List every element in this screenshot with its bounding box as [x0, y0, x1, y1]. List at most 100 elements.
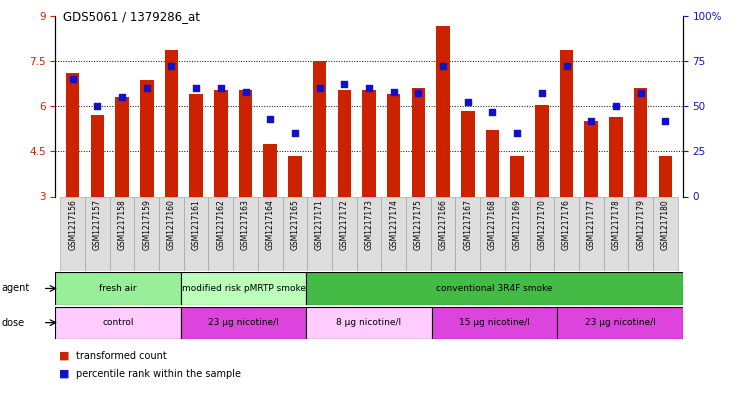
- Bar: [584, 121, 598, 196]
- Point: [141, 85, 153, 91]
- Text: GSM1217168: GSM1217168: [488, 200, 497, 250]
- Bar: [560, 50, 573, 196]
- Bar: [658, 156, 672, 196]
- Text: GSM1217169: GSM1217169: [513, 200, 522, 250]
- Bar: [486, 130, 500, 196]
- Point: [363, 85, 375, 91]
- Text: GSM1217174: GSM1217174: [389, 200, 399, 250]
- Bar: [653, 196, 677, 271]
- Bar: [233, 196, 258, 271]
- Bar: [190, 94, 203, 196]
- Bar: [115, 97, 129, 196]
- Bar: [604, 196, 628, 271]
- Point: [387, 88, 399, 95]
- Text: GSM1217167: GSM1217167: [463, 200, 472, 250]
- Text: GSM1217176: GSM1217176: [562, 200, 571, 250]
- Point: [561, 63, 573, 70]
- Bar: [66, 73, 80, 196]
- Text: GSM1217161: GSM1217161: [192, 200, 201, 250]
- Bar: [181, 307, 306, 339]
- Text: GSM1217165: GSM1217165: [291, 200, 300, 250]
- Bar: [61, 196, 85, 271]
- Text: GSM1217177: GSM1217177: [587, 200, 596, 250]
- Point: [215, 85, 227, 91]
- Text: GSM1217163: GSM1217163: [241, 200, 250, 250]
- Bar: [554, 196, 579, 271]
- Bar: [432, 307, 557, 339]
- Text: GSM1217156: GSM1217156: [68, 200, 77, 250]
- Text: GSM1217159: GSM1217159: [142, 200, 151, 250]
- Bar: [535, 105, 548, 196]
- Text: fresh air: fresh air: [100, 284, 137, 293]
- Text: GSM1217162: GSM1217162: [216, 200, 225, 250]
- Bar: [412, 88, 425, 196]
- Bar: [505, 196, 530, 271]
- Bar: [530, 196, 554, 271]
- Text: GSM1217166: GSM1217166: [438, 200, 447, 250]
- Text: modified risk pMRTP smoke: modified risk pMRTP smoke: [182, 284, 306, 293]
- Text: GSM1217180: GSM1217180: [661, 200, 670, 250]
- Bar: [461, 111, 475, 196]
- Bar: [91, 115, 104, 196]
- Bar: [184, 196, 208, 271]
- Bar: [436, 26, 450, 196]
- Bar: [480, 196, 505, 271]
- Bar: [628, 196, 653, 271]
- Bar: [609, 117, 623, 196]
- Bar: [356, 196, 382, 271]
- Bar: [159, 196, 184, 271]
- Text: GSM1217179: GSM1217179: [636, 200, 645, 250]
- Point: [635, 90, 646, 97]
- Text: GSM1217158: GSM1217158: [117, 200, 126, 250]
- Point: [190, 85, 202, 91]
- Bar: [85, 196, 110, 271]
- Bar: [431, 196, 455, 271]
- Bar: [134, 196, 159, 271]
- Bar: [382, 196, 406, 271]
- Text: GDS5061 / 1379286_at: GDS5061 / 1379286_at: [63, 10, 200, 23]
- Text: GSM1217171: GSM1217171: [315, 200, 324, 250]
- Bar: [55, 307, 181, 339]
- Text: 8 μg nicotine/l: 8 μg nicotine/l: [337, 318, 401, 327]
- Point: [437, 63, 449, 70]
- Bar: [288, 156, 302, 196]
- Text: transformed count: transformed count: [76, 351, 167, 361]
- Bar: [332, 196, 356, 271]
- Text: control: control: [103, 318, 134, 327]
- Text: dose: dose: [1, 318, 24, 328]
- Bar: [557, 307, 683, 339]
- Point: [413, 90, 424, 97]
- Bar: [214, 90, 227, 196]
- Point: [314, 85, 325, 91]
- Text: GSM1217175: GSM1217175: [414, 200, 423, 250]
- Point: [511, 130, 523, 136]
- Bar: [313, 61, 326, 196]
- Point: [585, 118, 597, 124]
- Text: ■: ■: [59, 369, 69, 379]
- Point: [92, 103, 103, 109]
- Text: 23 μg nicotine/l: 23 μg nicotine/l: [584, 318, 655, 327]
- Point: [536, 90, 548, 97]
- Text: 15 μg nicotine/l: 15 μg nicotine/l: [459, 318, 530, 327]
- Point: [486, 108, 498, 115]
- Bar: [283, 196, 307, 271]
- Text: GSM1217172: GSM1217172: [339, 200, 349, 250]
- Bar: [258, 196, 283, 271]
- Bar: [306, 307, 432, 339]
- Text: GSM1217178: GSM1217178: [612, 200, 621, 250]
- Point: [339, 81, 351, 88]
- Bar: [110, 196, 134, 271]
- Text: GSM1217170: GSM1217170: [537, 200, 546, 250]
- Text: agent: agent: [1, 283, 30, 294]
- Bar: [579, 196, 604, 271]
- Text: GSM1217157: GSM1217157: [93, 200, 102, 250]
- Bar: [263, 144, 277, 196]
- Text: ■: ■: [59, 351, 69, 361]
- Bar: [55, 272, 181, 305]
- Bar: [455, 196, 480, 271]
- Point: [289, 130, 301, 136]
- Bar: [165, 50, 178, 196]
- Point: [462, 99, 474, 106]
- Point: [264, 116, 276, 122]
- Text: GSM1217164: GSM1217164: [266, 200, 275, 250]
